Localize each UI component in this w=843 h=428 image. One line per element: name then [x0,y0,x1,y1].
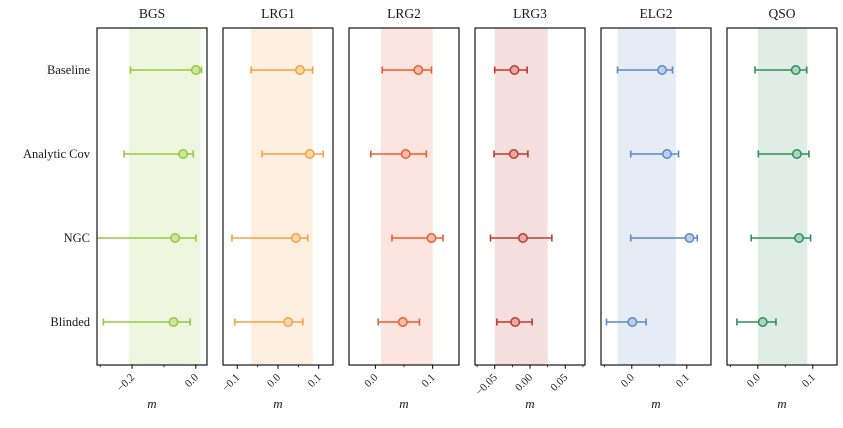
x-tick-label: 0.05 [548,371,570,393]
errorbar-baseline [754,65,808,75]
x-tick-label: −0.2 [115,372,138,395]
errorbar-ngc [489,233,553,243]
data-point [290,233,301,243]
x-axis-label: m [147,396,156,411]
errorbar-ngc [629,233,699,243]
errorbar-analytic-cov [369,149,428,159]
errorbar-ngc [750,233,812,243]
errorbar-baseline [616,65,674,75]
data-point [178,149,189,159]
errorbar-blinded [377,317,421,327]
confidence-band [617,28,676,365]
panel-title: BGS [139,6,165,21]
row-label-ngc: NGC [64,231,90,245]
confidence-band [381,28,433,365]
confidence-band [251,28,313,365]
panel-frame [726,27,838,366]
x-tick-label: 0.0 [265,371,284,390]
errorbar-analytic-cov [261,149,325,159]
data-point [662,149,672,159]
errorbar-ngc [231,233,309,243]
x-tick-label: 0.1 [674,372,692,390]
panel-title: QSO [768,6,795,21]
errorbar-baseline [493,65,528,75]
panel-title: ELG2 [640,6,673,21]
errorbar-baseline [250,65,314,75]
data-point [510,317,521,327]
x-tick-label: 0.1 [306,372,324,390]
x-tick-label: 0.0 [745,371,764,390]
errorbar-analytic-cov [123,149,195,159]
panel-lrg3: −0.05 0.00 0.05 LRG3 m [473,6,586,411]
panel-lrg1: −0.1 0.0 0.1 LRG1 m [220,6,334,411]
errorbar-blinded [102,317,191,327]
data-point [684,233,695,243]
panel-lrg2: 0.0 0.1 LRG2 m [348,6,460,411]
errorbar-blinded [605,317,647,327]
data-point [508,149,519,159]
panel-title: LRG1 [261,6,295,21]
data-point [283,317,294,327]
confidence-band [494,28,548,365]
data-point [426,233,437,243]
panel-title: LRG2 [387,6,421,21]
panel-bgs: −0.2 0.0 BGS m [96,6,208,411]
errorbar-baseline [129,65,203,75]
data-point [304,149,315,159]
x-tick-label: 0.00 [513,371,535,393]
data-point [397,317,408,327]
errorbar-analytic-cov [493,149,529,159]
errorbar-blinded [736,317,777,327]
x-axis-label: m [777,396,786,411]
data-point [627,317,638,327]
x-tick-label: 0.1 [420,372,438,390]
x-tick-label: −0.1 [220,372,243,395]
data-point [517,233,528,243]
panel-frame [600,27,712,366]
confidence-band [128,28,201,365]
errorbar-baseline [381,65,433,75]
row-label-blinded: Blinded [50,315,90,329]
errorbar-analytic-cov [757,149,810,159]
data-point [509,65,520,75]
errorbar-analytic-cov [629,149,680,159]
x-tick-label: −0.05 [473,371,500,398]
panel-frame [96,27,208,366]
panel-elg2: 0.0 0.1 ELG2 m [600,6,712,411]
data-point [170,233,181,243]
data-point [657,65,667,75]
errorbar-blinded [496,317,533,327]
data-point [413,65,424,75]
errorbar-ngc [97,233,197,243]
x-tick-label: 0.0 [362,371,381,390]
x-axis-label: m [651,396,660,411]
data-point [791,149,802,159]
row-label-baseline: Baseline [47,63,90,77]
confidence-band [757,28,808,365]
x-tick-label: 0.1 [800,372,818,390]
panel-qso: 0.0 0.1 QSO m [726,6,838,411]
x-tick-label: 0.0 [619,371,638,390]
errorbar-ngc [391,233,444,243]
x-axis-label: m [399,396,408,411]
x-tick-label: 0.0 [183,371,202,390]
data-point [757,317,768,327]
data-point [790,65,801,75]
row-label-analytic-cov: Analytic Cov [23,147,91,161]
x-axis-label: m [273,396,282,411]
data-point [190,65,201,75]
errorbar-blinded [234,317,304,327]
x-axis-label: m [525,396,534,411]
data-point [295,65,305,75]
data-point [400,149,411,159]
panel-title: LRG3 [513,6,547,21]
data-point [794,233,804,243]
data-point [168,317,179,327]
